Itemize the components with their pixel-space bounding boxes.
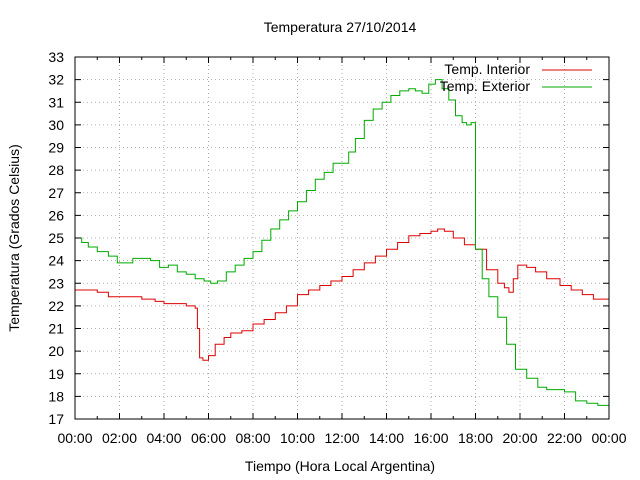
y-tick-label: 17: [48, 411, 64, 427]
x-tick-label: 00:00: [591, 430, 626, 446]
x-tick-labels: 00:00 02:00 04:00 06:00 08:00 10:00 12:00 14:00…: [57, 430, 626, 446]
x-tick-label: 04:00: [146, 430, 181, 446]
legend-label: Temp. Interior: [444, 61, 530, 77]
y-tick-labels: 17 18 19 20 21 22 23 24 25 26 27 28 29 30 31 32 33: [48, 49, 64, 427]
x-tick-label: 12:00: [324, 430, 359, 446]
y-axis-label: Temperatura (Grados Celsius): [6, 144, 22, 332]
series-line-exterior: [75, 79, 610, 410]
x-tick-label: 14:00: [369, 430, 404, 446]
y-tick-label: 31: [48, 94, 64, 110]
y-tick-label: 24: [48, 253, 64, 269]
x-tick-label: 02:00: [102, 430, 137, 446]
y-tick-label: 30: [48, 117, 64, 133]
tick-marks: [74, 56, 610, 420]
y-tick-label: 33: [48, 49, 64, 65]
y-tick-label: 18: [48, 388, 64, 404]
y-tick-label: 25: [48, 230, 64, 246]
x-tick-label: 06:00: [191, 430, 226, 446]
y-tick-label: 22: [48, 298, 64, 314]
x-tick-label: 16:00: [413, 430, 448, 446]
y-tick-label: 32: [48, 72, 64, 88]
series-layer: [75, 79, 610, 410]
chart-title: Temperatura 27/10/2014: [264, 19, 417, 35]
grid: [75, 57, 609, 419]
x-tick-label: 18:00: [458, 430, 493, 446]
x-tick-label: 20:00: [502, 430, 537, 446]
x-tick-label: 08:00: [235, 430, 270, 446]
x-tick-label: 22:00: [547, 430, 582, 446]
x-axis-label: Tiempo (Hora Local Argentina): [245, 458, 435, 474]
y-tick-label: 20: [48, 343, 64, 359]
y-tick-label: 21: [48, 321, 64, 337]
x-tick-label: 00:00: [57, 430, 92, 446]
y-tick-label: 29: [48, 140, 64, 156]
y-tick-label: 28: [48, 162, 64, 178]
y-tick-label: 26: [48, 207, 64, 223]
y-tick-label: 23: [48, 275, 64, 291]
legend-label: Temp. Exterior: [440, 78, 531, 94]
x-tick-label: 10:00: [280, 430, 315, 446]
series-line-interior: [75, 228, 610, 361]
y-tick-label: 27: [48, 185, 64, 201]
y-tick-label: 19: [48, 366, 64, 382]
